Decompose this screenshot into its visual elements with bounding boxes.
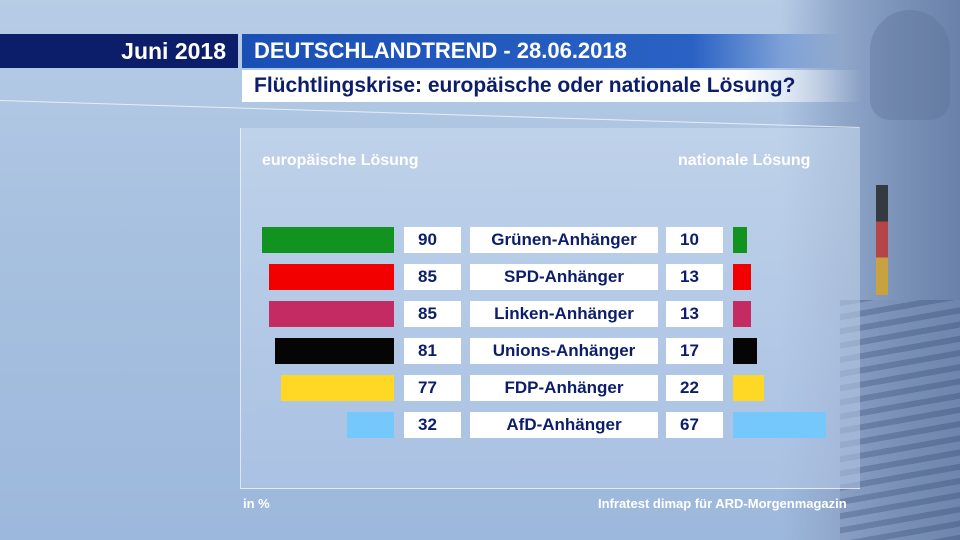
decorative-line — [0, 100, 860, 129]
value-european-3: 85 — [404, 301, 461, 327]
value-european-5: 77 — [404, 375, 461, 401]
value-national-2: 13 — [666, 264, 723, 290]
value-european-2: 85 — [404, 264, 461, 290]
category-label-3: Linken-Anhänger — [470, 301, 658, 327]
value-european-6: 32 — [404, 412, 461, 438]
parliament-seats — [840, 300, 960, 540]
federal-eagle-icon — [870, 10, 950, 120]
bar-european-6 — [347, 412, 394, 438]
page-title: DEUTSCHLANDTREND - 28.06.2018 — [242, 34, 842, 68]
source-label: Infratest dimap für ARD-Morgenmagazin — [598, 496, 847, 511]
bar-european-2 — [269, 264, 394, 290]
bar-european-5 — [281, 375, 394, 401]
bar-national-6 — [733, 412, 826, 438]
bar-national-3 — [733, 301, 751, 327]
chart-question: Flüchtlingskrise: europäische oder natio… — [242, 70, 862, 102]
unit-label: in % — [243, 496, 270, 511]
value-european-1: 90 — [404, 227, 461, 253]
date-label: Juni 2018 — [0, 34, 238, 68]
bar-national-4 — [733, 338, 757, 364]
category-label-6: AfD-Anhänger — [470, 412, 658, 438]
value-national-6: 67 — [666, 412, 723, 438]
panel-divider — [240, 488, 860, 489]
german-flag-icon — [876, 185, 888, 295]
bar-european-3 — [269, 301, 394, 327]
category-label-2: SPD-Anhänger — [470, 264, 658, 290]
category-label-1: Grünen-Anhänger — [470, 227, 658, 253]
bar-european-1 — [262, 227, 394, 253]
value-national-4: 17 — [666, 338, 723, 364]
value-national-1: 10 — [666, 227, 723, 253]
category-label-5: FDP-Anhänger — [470, 375, 658, 401]
bar-national-5 — [733, 375, 764, 401]
category-label-4: Unions-Anhänger — [470, 338, 658, 364]
bar-european-4 — [275, 338, 394, 364]
bar-national-2 — [733, 264, 751, 290]
legend-national: nationale Lösung — [678, 152, 811, 169]
value-national-5: 22 — [666, 375, 723, 401]
bar-national-1 — [733, 227, 747, 253]
value-national-3: 13 — [666, 301, 723, 327]
legend-european: europäische Lösung — [262, 152, 419, 169]
value-european-4: 81 — [404, 338, 461, 364]
